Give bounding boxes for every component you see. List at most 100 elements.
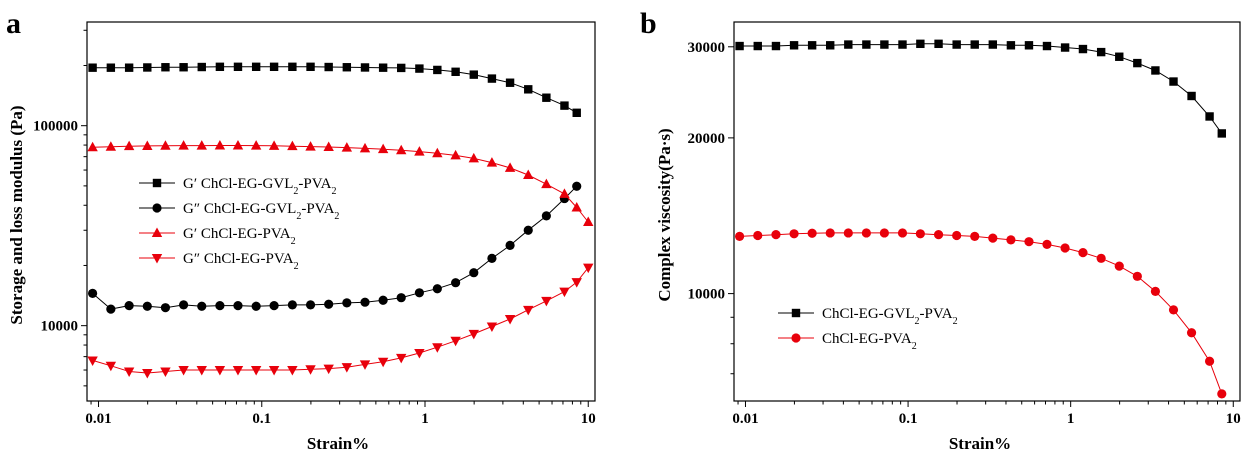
panel-a-series-0-point	[197, 62, 206, 72]
panel-b-ylabel: Complex viscosity(Pa·s)	[655, 128, 674, 301]
panel-a-series-3-point	[396, 353, 407, 364]
panel-a-series-1-point	[233, 300, 243, 311]
panel-b-series-1-point	[988, 233, 998, 243]
panel-a-series-2-point	[105, 141, 117, 151]
panel-a-series-3-point	[305, 365, 316, 375]
panel-a-series-1-point	[487, 253, 497, 263]
panel-a-series-0-point	[251, 62, 261, 72]
panel-b-series-1-point	[1024, 237, 1034, 247]
panel-a-series-0-point	[397, 63, 406, 73]
panel-a-series-1-point	[414, 288, 424, 298]
panel-a-series-1-point	[523, 225, 533, 235]
panel-b-legend-marker-0	[791, 308, 801, 318]
panel-a-series-1-point	[324, 299, 334, 309]
panel-b-series-0-point	[753, 41, 762, 51]
panel-a-series-2-point	[396, 144, 407, 155]
panel-a-series-2-point	[450, 149, 461, 160]
panel-b-series-0-point	[862, 40, 871, 49]
panel-a-series-2-point	[160, 140, 171, 150]
panel-b-series-1-point	[1217, 389, 1227, 399]
panel-a-series-1-point	[378, 295, 388, 305]
panel-a-series-3-point	[178, 366, 189, 376]
panel-a-series-1-point	[342, 298, 352, 308]
panel-a-series-1-point	[88, 288, 98, 298]
panel-a-series-2-point	[559, 188, 570, 198]
panel-a-series-2-point	[232, 140, 244, 150]
panel-a-series-3-point	[232, 366, 244, 376]
panel-a-series-3-point	[486, 322, 498, 333]
panel-b-legend-label-1: ChCl-EG-PVA2	[822, 331, 917, 352]
panel-a-series-3-point	[123, 367, 135, 377]
panel-b-series-1-point	[1078, 248, 1088, 258]
panel-a-series-2-point	[359, 142, 371, 153]
panel-b-ytick-label: 30000	[688, 40, 726, 56]
panel-a-series-0-point	[306, 62, 315, 72]
panel-b-series-0-point	[1205, 112, 1214, 121]
panel-b-series-0-point	[807, 41, 817, 50]
panel-b-xlabel: Strain%	[949, 434, 1011, 453]
panel-a-xtick-label: 10	[581, 411, 596, 427]
panel-a-series-2-point	[583, 216, 594, 226]
panel-b-series-1-point	[897, 228, 908, 238]
panel-a-series-3-point	[105, 361, 117, 372]
panel-b-series-0-point	[988, 40, 998, 49]
panel-b-legend-marker-1	[791, 333, 801, 343]
panel-a-label: a	[6, 7, 21, 40]
panel-b-series-1-point	[825, 228, 835, 238]
panel-a-ytick-label: 10000	[41, 319, 79, 335]
panel-a-series-0-point	[106, 63, 116, 72]
panel-b-series-0-point	[1187, 91, 1196, 101]
panel-b-series-0-point	[898, 40, 907, 49]
panel-a-ylabel: Storage and loss modulus (Pa)	[7, 105, 26, 324]
panel-a-series-0-point	[161, 63, 170, 72]
panel-a-series-3-point	[160, 367, 171, 377]
panel-a-series-0-point	[469, 70, 478, 79]
panel-a-series-1-point	[269, 300, 279, 311]
panel-b-series-0-point	[1169, 77, 1178, 86]
panel-a-series-3-point	[432, 343, 443, 353]
panel-a-series-0-point	[415, 64, 424, 73]
panel-b-series-1-point	[1168, 305, 1179, 315]
panel-b-series-1-point	[861, 228, 871, 238]
panel-a-series-2-point	[523, 169, 534, 179]
panel-a-series-0-point	[233, 62, 243, 72]
panel-a-series-2-point	[214, 140, 226, 150]
panel-b-series-0-line	[739, 43, 1223, 134]
panel-a-series-0-point	[572, 108, 581, 117]
panel-a-series-2-point	[323, 141, 334, 152]
panel-a-series-3-point	[359, 360, 371, 370]
panel-a-series-0-point	[378, 63, 388, 72]
panel-a-series-2-point	[196, 140, 207, 150]
panel-a-series-1-point	[142, 301, 152, 311]
panel-a-xtick-label: 0.1	[252, 411, 271, 427]
panel-b-series-0-point	[826, 41, 835, 50]
panel-a-series-2-point	[486, 157, 498, 167]
panel-a-series-2-line	[92, 145, 589, 223]
panel-b-series-0-point	[771, 41, 781, 51]
panel-b-series-1-point	[807, 228, 817, 238]
panel-b-series-1-point	[1096, 253, 1106, 263]
panel-a-series-0-point	[124, 63, 134, 72]
panel-a-legend-label-3: G″ ChCl-EG-PVA2	[183, 251, 299, 272]
panel-b-xtick-label: 10	[1226, 411, 1241, 427]
panel-a-series-0-point	[542, 93, 551, 102]
panel-a-series-1-point	[160, 303, 171, 313]
panel-a-series-2-point	[305, 141, 316, 151]
panel-a-series-3-point	[541, 296, 552, 307]
panel-a-legend-marker-3	[151, 254, 163, 264]
panel-a-series-1-point	[469, 268, 479, 278]
panel-a-series-3-point	[142, 368, 153, 379]
panel-a-series-3-point	[559, 287, 570, 298]
panel-a-legend-marker-1	[152, 203, 162, 213]
panel-a-series-2-point	[123, 140, 135, 151]
panel-a-series-0-point	[560, 101, 569, 110]
panel-b-series-0-point	[970, 40, 979, 49]
panel-a-series-2-point	[87, 141, 98, 152]
panel-a-series-0-point	[487, 74, 497, 83]
panel-a-series-3-point	[341, 363, 353, 373]
panel-b-series-0-point	[1115, 52, 1124, 61]
panel-b-series-1-point	[843, 228, 853, 238]
panel-b-series-0-point	[1006, 41, 1016, 50]
panel-a-series-2-point	[541, 178, 552, 189]
